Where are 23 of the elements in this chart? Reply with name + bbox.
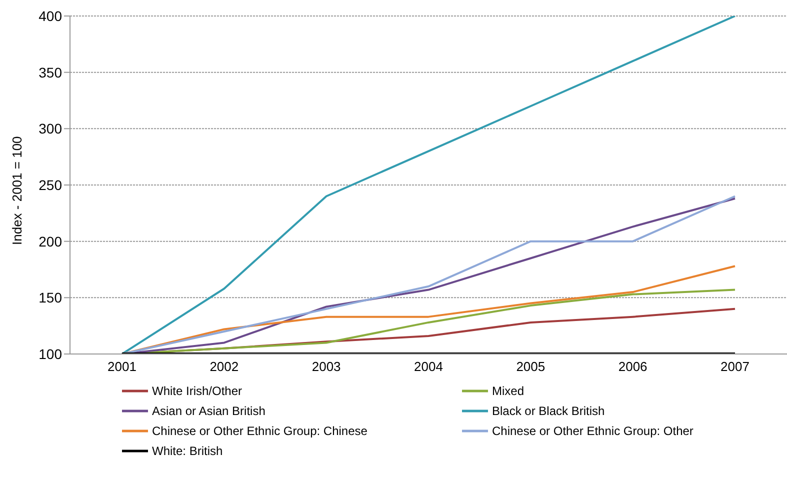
legend-label: Black or Black British <box>492 404 605 418</box>
x-tick-label: 2005 <box>516 359 546 374</box>
x-tick-label: 2003 <box>312 359 341 374</box>
x-tick-label: 2006 <box>618 359 648 374</box>
legend-label: White Irish/Other <box>152 384 242 398</box>
legend-label: Chinese or Other Ethnic Group: Other <box>492 424 694 438</box>
legend-label: Chinese or Other Ethnic Group: Chinese <box>152 424 368 438</box>
y-tick-label: 150 <box>38 290 62 306</box>
y-tick-label: 350 <box>38 64 62 80</box>
y-tick-label: 300 <box>38 120 62 137</box>
x-tick-label: 2007 <box>720 359 750 374</box>
x-tick-label: 2002 <box>210 359 239 374</box>
line-series <box>121 16 736 354</box>
y-tick-label: 400 <box>38 8 62 24</box>
legend-label: White: British <box>152 444 223 458</box>
x-tick-label: 2004 <box>414 359 443 374</box>
y-axis-title: Index - 2001 = 100 <box>10 136 25 245</box>
legend-label: Mixed <box>492 384 524 398</box>
legend-label: Asian or Asian British <box>152 404 266 418</box>
y-tick-label: 200 <box>38 233 62 250</box>
y-tick-label: 250 <box>38 176 62 193</box>
x-tick-label: 2001 <box>108 359 136 374</box>
y-tick-label: 100 <box>38 346 62 362</box>
